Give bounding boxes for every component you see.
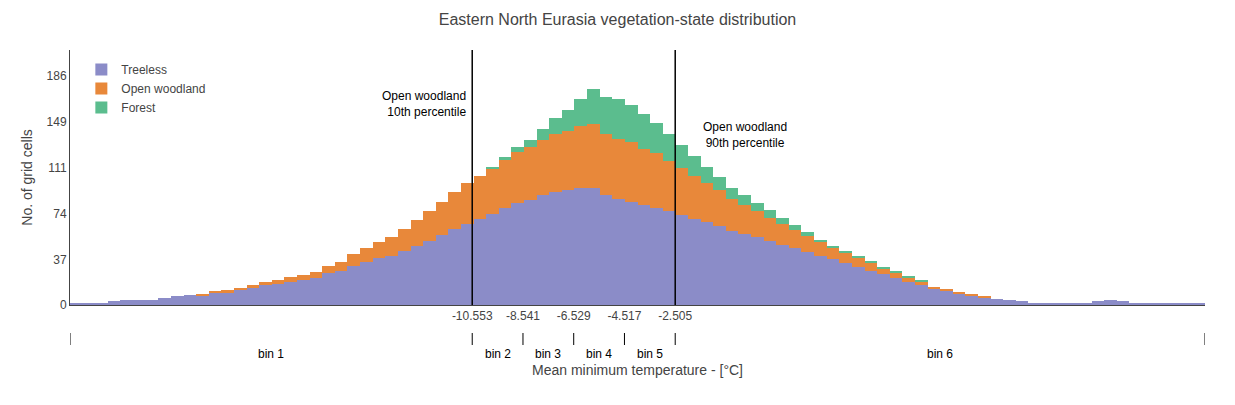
svg-text:149: 149 xyxy=(47,115,67,129)
svg-text:Mean minimum temperature - [°C: Mean minimum temperature - [°C] xyxy=(532,362,743,378)
svg-text:-10.553: -10.553 xyxy=(452,309,493,323)
svg-text:bin 2: bin 2 xyxy=(485,347,511,361)
svg-text:-6.529: -6.529 xyxy=(557,309,591,323)
svg-text:Open woodland10th percentile: Open woodland10th percentile xyxy=(382,89,466,119)
svg-text:-8.541: -8.541 xyxy=(506,309,540,323)
svg-text:37: 37 xyxy=(53,253,67,267)
svg-text:Open woodland: Open woodland xyxy=(121,82,205,96)
svg-text:-4.517: -4.517 xyxy=(607,309,641,323)
svg-text:bin 4: bin 4 xyxy=(586,347,612,361)
svg-text:bin 3: bin 3 xyxy=(535,347,561,361)
svg-text:Forest: Forest xyxy=(121,101,156,115)
svg-text:bin 5: bin 5 xyxy=(637,347,663,361)
svg-text:186: 186 xyxy=(47,69,67,83)
svg-text:No. of grid cells: No. of grid cells xyxy=(19,129,35,225)
svg-text:74: 74 xyxy=(53,207,67,221)
svg-text:-2.505: -2.505 xyxy=(658,309,692,323)
svg-text:111: 111 xyxy=(48,161,67,175)
svg-text:Eastern North Eurasia vegetati: Eastern North Eurasia vegetation-state d… xyxy=(439,11,797,28)
svg-text:0: 0 xyxy=(60,298,67,312)
svg-text:Open woodland90th percentile: Open woodland90th percentile xyxy=(703,120,787,150)
svg-text:Treeless: Treeless xyxy=(121,63,167,77)
svg-text:bin 6: bin 6 xyxy=(927,347,953,361)
svg-text:bin 1: bin 1 xyxy=(258,347,284,361)
